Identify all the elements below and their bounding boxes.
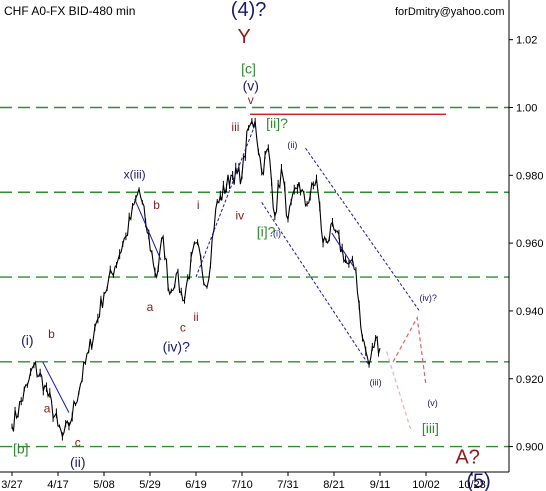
channel-line: [134, 198, 162, 261]
wave-label: iv: [235, 208, 244, 222]
x-tick-label: 10/02: [412, 479, 440, 491]
wave-label: [ii]?: [266, 115, 288, 131]
price-series: [11, 117, 381, 441]
wave-label: (v): [243, 78, 259, 94]
forecast-path: [392, 315, 427, 386]
x-tick-label: 6/19: [185, 479, 206, 491]
y-tick-label: 0.980: [516, 170, 544, 182]
plot-frame: [0, 0, 510, 473]
x-tick-label: 8/21: [323, 479, 344, 491]
wave-label: c: [75, 436, 81, 450]
chart-title: CHF A0-FX BID-480 min: [4, 4, 135, 18]
y-tick-label: 0.900: [516, 442, 544, 454]
x-tick-label: 9/11: [370, 479, 391, 491]
x-tick-label: 4/17: [47, 479, 68, 491]
wave-label: (i): [273, 228, 281, 238]
x-tick-label: 3/27: [1, 479, 22, 491]
wave-label: A?: [455, 447, 479, 469]
x-tick-label: 7/31: [277, 479, 298, 491]
wave-label: (iii): [370, 378, 382, 388]
wave-label: (ii): [287, 140, 297, 150]
wave-label: v: [248, 93, 254, 107]
wave-label: a: [147, 300, 154, 314]
wave-label: Y: [238, 26, 251, 48]
channel-line: [331, 232, 355, 268]
x-tick-label: 5/08: [93, 479, 114, 491]
trend-line: [195, 124, 256, 278]
channel-line: [305, 147, 420, 312]
y-axis: 0.900 0.920 0.940 0.960 0.980 1.00 1.02: [509, 35, 544, 454]
wave-label: (iv)?: [163, 339, 190, 355]
wave-label: x(iii): [124, 168, 146, 182]
wave-label: ii: [193, 310, 198, 324]
wave-label: (v): [427, 398, 438, 408]
wave-label: (4)?: [231, 0, 267, 21]
wave-label: (iv)?: [419, 293, 437, 303]
wave-label: a: [44, 402, 51, 416]
wave-label: [b]: [13, 440, 29, 456]
wave-label: (ii): [70, 454, 86, 470]
wave-label: [c]: [241, 61, 256, 77]
channel-line: [42, 361, 70, 413]
y-tick-label: 0.940: [516, 306, 544, 318]
wave-label: c: [180, 320, 186, 334]
grid-lines: [0, 106, 509, 448]
wave-label: [i]?: [257, 223, 276, 239]
y-tick-label: 1.00: [516, 102, 537, 114]
x-tick-label: 5/29: [139, 479, 160, 491]
wave-label: i: [197, 198, 200, 212]
x-axis: 3/27 4/17 5/08 5/29 6/19 7/10 7/31 8/21 9/11 10/0…: [1, 472, 486, 491]
wave-overlays: [42, 113, 446, 430]
y-tick-label: 0.960: [516, 238, 544, 250]
wave-label: iii: [231, 120, 239, 134]
x-tick-label: 7/10: [231, 479, 252, 491]
channel-line: [261, 202, 370, 366]
wave-label: b: [48, 327, 55, 341]
y-tick-label: 0.920: [516, 374, 544, 386]
wave-label: b: [153, 198, 160, 212]
wave-label: (i): [21, 332, 33, 348]
author-email: forDmitry@yahoo.com: [395, 6, 505, 18]
y-tick-label: 1.02: [516, 35, 537, 47]
x-tick-label: 10/23: [458, 479, 486, 491]
wave-label: [iii]: [422, 420, 439, 436]
